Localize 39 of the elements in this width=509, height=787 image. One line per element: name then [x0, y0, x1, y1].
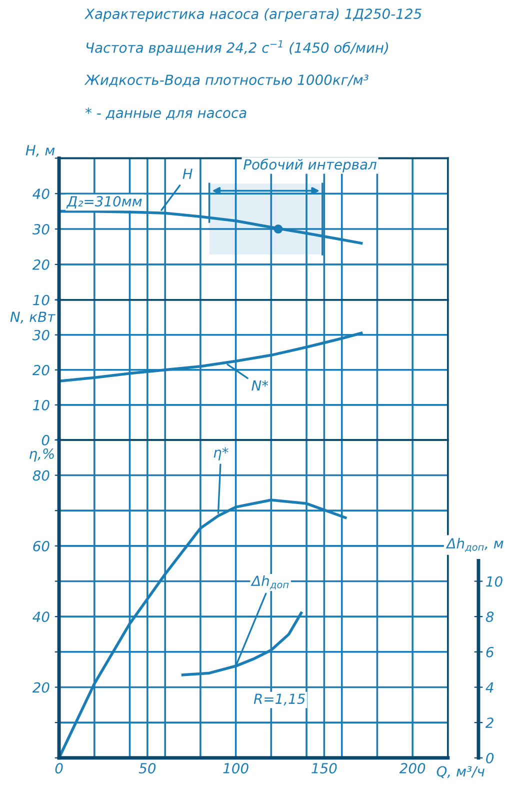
- annotation: H: [182, 168, 192, 179]
- y-axis-title: η,%: [30, 448, 54, 462]
- x-axis-title: Q, м³/ч: [436, 766, 484, 778]
- annotation: R=1,15: [254, 694, 305, 706]
- y-tick-label: 30: [32, 224, 50, 234]
- text: Жидкость-Вода плотностью 1000кг/м³: [84, 74, 368, 87]
- y-axis-title: H, м: [26, 145, 55, 157]
- y-tick-label: 10: [33, 294, 50, 306]
- y-tick-label: 30: [32, 330, 50, 340]
- band-label: Робочий интервал: [244, 158, 377, 172]
- x-tick-label: 0: [55, 762, 63, 774]
- text: * - данные для насоса: [85, 108, 246, 120]
- y2-axis-title: Δh$_{доп}$, м: [446, 538, 504, 552]
- x-tick-label: 100: [223, 762, 248, 774]
- chart-subtitle: Частота вращения 24,2 с$^{−1}$ (1450 об/мин): [86, 40, 388, 56]
- annotation: η*: [214, 447, 228, 460]
- y2-tick-label: 6: [486, 646, 494, 658]
- y-tick-label: 10: [33, 400, 50, 410]
- annotation: Д₂=310мм: [66, 196, 142, 209]
- y2-tick-label: 4: [486, 682, 494, 693]
- x-tick-label: 150: [312, 762, 337, 774]
- y-tick-label: 60: [33, 540, 50, 552]
- annotation: Δh$_{доп}$: [250, 575, 289, 590]
- y-tick-label: 40: [32, 188, 50, 200]
- y-tick-label: 20: [32, 682, 50, 693]
- y2-tick-label: 0: [486, 752, 494, 764]
- y2-tick-label: 10: [486, 576, 502, 587]
- y-tick-label: 20: [32, 259, 50, 270]
- y-tick-label: 20: [32, 364, 50, 376]
- y2-tick-label: 2: [485, 718, 494, 728]
- y-tick-label: 80: [32, 470, 50, 481]
- y-tick-label: 0: [42, 434, 50, 446]
- y2-tick-label: 8: [486, 612, 494, 622]
- x-tick-label: 50: [138, 762, 156, 774]
- y-tick-label: 40: [32, 612, 50, 622]
- x-tick-label: 200: [399, 762, 426, 774]
- y-axis-title: N, кВт: [10, 312, 56, 324]
- chart-title: Характеристика насоса (агрегата) 1Д250-125: [84, 8, 422, 22]
- annotation: N*: [252, 380, 268, 391]
